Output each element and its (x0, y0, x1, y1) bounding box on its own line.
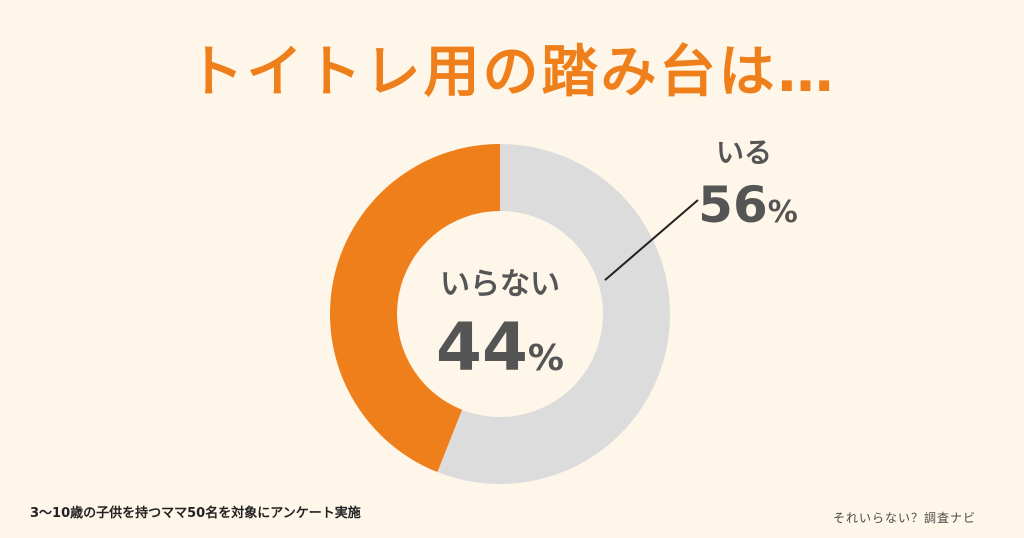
survey-footnote: 3〜10歳の子供を持つママ50名を対象にアンケート実施 (30, 506, 361, 521)
pie-slice-1 (437, 144, 670, 484)
page-title: トイトレ用の踏み台は… (187, 40, 837, 105)
pie-slice-2 (329, 144, 500, 473)
brand-label: それいらない？調査ナビ (832, 511, 976, 525)
leader-line (604, 199, 699, 281)
value-label-1: 56% (698, 176, 798, 234)
category-label-2: いらない (440, 267, 560, 302)
value-label-2: 44% (436, 309, 564, 386)
category-label-1: いる (716, 136, 772, 169)
